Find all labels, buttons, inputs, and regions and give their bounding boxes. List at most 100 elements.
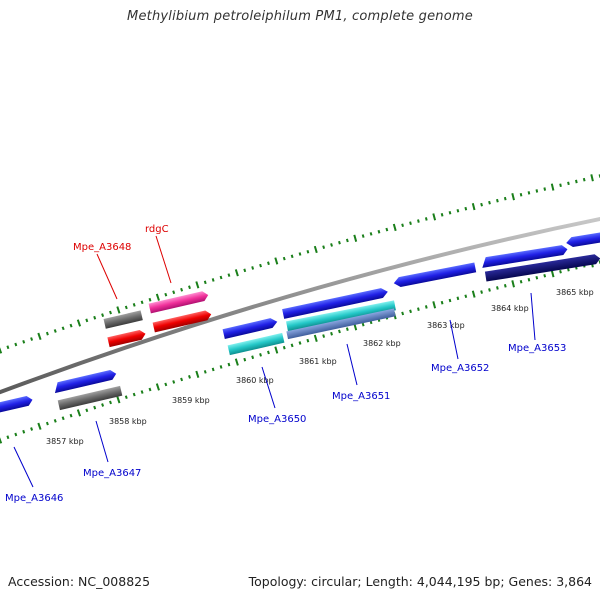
upper-tick-44: [345, 238, 349, 243]
lower-tick-6: [45, 421, 49, 426]
upper-tick-29: [227, 273, 231, 277]
gene-features: [0, 232, 600, 414]
lower-tick-37: [290, 343, 294, 348]
upper-tick-63: [496, 198, 499, 203]
lower-tick-21: [164, 382, 168, 387]
lower-tick-1: [6, 435, 10, 440]
lower-tick-11: [85, 408, 89, 413]
upper-tick-36: [282, 256, 286, 261]
upper-tick-58: [456, 208, 460, 213]
upper-tick-19: [148, 297, 152, 302]
lower-tick-59: [464, 294, 468, 299]
lower-tick-row: [0, 260, 600, 444]
lower-tick-52: [409, 309, 412, 314]
upper-tick-45: [353, 234, 358, 242]
gene-feature-blue-3653: [482, 245, 568, 268]
connector-Mpe_A3653: [530, 292, 536, 341]
lower-tick-65: [511, 280, 515, 288]
upper-tick-20: [155, 293, 160, 301]
lower-tick-27: [211, 367, 215, 372]
upper-tick-7: [53, 329, 57, 333]
upper-tick-0: [0, 347, 3, 354]
lower-tick-10: [76, 409, 82, 417]
gene-feature-blue-3647: [54, 370, 117, 394]
upper-tick-53: [417, 219, 420, 223]
gene-feature-blue-3652: [393, 262, 477, 287]
lower-tick-2: [14, 432, 18, 437]
upper-tick-18: [140, 300, 144, 305]
upper-tick-12: [93, 315, 97, 320]
connector-Mpe_A3648: [96, 253, 118, 300]
gene-feature-steel-3651: [286, 308, 396, 340]
lower-tick-19: [148, 387, 152, 392]
upper-tick-25: [195, 281, 200, 289]
upper-tick-39: [306, 249, 310, 254]
connector-Mpe_A3650: [261, 366, 276, 409]
lower-tick-14: [109, 400, 112, 405]
upper-tick-6: [45, 331, 49, 336]
lower-tick-4: [30, 427, 34, 431]
gene-label-Mpe_A3647[interactable]: Mpe_A3647: [83, 468, 141, 479]
lower-tick-42: [330, 331, 333, 336]
lower-tick-41: [322, 334, 326, 338]
accession-label: Accession: NC_008825: [8, 574, 151, 589]
lower-tick-25: [195, 370, 200, 378]
upper-tick-row: [0, 174, 600, 354]
upper-tick-64: [503, 196, 507, 201]
upper-tick-11: [85, 318, 89, 323]
gene-label-Mpe_A3648[interactable]: Mpe_A3648: [73, 242, 131, 253]
lower-tick-63: [496, 286, 499, 290]
scale-label-3857: 3857 kbp: [46, 437, 84, 446]
gene-feature-cyan-3651: [286, 300, 396, 332]
lower-tick-60: [471, 290, 476, 298]
lower-tick-29: [227, 362, 231, 367]
upper-tick-61: [480, 202, 483, 207]
gene-feature-cyan-3650: [227, 332, 285, 356]
gene-label-rdgC[interactable]: rdgC: [145, 224, 169, 235]
upper-tick-13: [101, 313, 105, 318]
lower-tick-38: [298, 341, 302, 345]
lower-tick-30: [234, 358, 239, 366]
genome-backbone: [0, 216, 600, 395]
gene-label-Mpe_A3651[interactable]: Mpe_A3651: [332, 391, 390, 402]
upper-tick-57: [448, 210, 452, 215]
upper-tick-15: [116, 306, 121, 314]
connector-Mpe_A3651: [346, 343, 358, 386]
upper-tick-49: [385, 227, 389, 232]
lower-tick-24: [188, 374, 191, 379]
gene-label-Mpe_A3646[interactable]: Mpe_A3646: [5, 493, 63, 504]
upper-tick-35: [274, 257, 279, 265]
gene-label-Mpe_A3652[interactable]: Mpe_A3652: [431, 363, 489, 374]
scale-label-3860: 3860 kbp: [236, 376, 274, 385]
upper-tick-42: [330, 243, 333, 247]
upper-tick-69: [543, 187, 547, 191]
lower-tick-68: [535, 275, 539, 280]
lower-tick-55: [432, 301, 437, 309]
gene-feature-blue-3651: [282, 288, 388, 319]
upper-tick-73: [575, 179, 578, 184]
upper-tick-46: [361, 234, 365, 238]
gene-feature-blue-3646: [0, 395, 33, 414]
upper-tick-60: [471, 203, 476, 211]
lower-tick-57: [448, 298, 452, 303]
lower-tick-58: [456, 296, 460, 301]
upper-tick-47: [369, 232, 373, 236]
lower-tick-46: [361, 322, 365, 327]
lower-tick-13: [101, 403, 105, 407]
lower-tick-71: [559, 269, 562, 274]
upper-tick-65: [511, 193, 515, 201]
upper-tick-52: [409, 221, 412, 225]
upper-tick-9: [69, 323, 73, 328]
upper-tick-75: [590, 174, 594, 182]
upper-tick-37: [290, 254, 294, 259]
lower-tick-70: [550, 270, 555, 278]
upper-tick-59: [464, 206, 468, 211]
gene-label-Mpe_A3653[interactable]: Mpe_A3653: [508, 343, 566, 354]
upper-tick-70: [550, 183, 555, 191]
scale-label-3858: 3858 kbp: [109, 417, 147, 426]
lower-tick-66: [519, 279, 523, 284]
lower-tick-44: [345, 327, 349, 331]
scale-label-3861: 3861 kbp: [299, 357, 337, 366]
lower-tick-32: [251, 355, 255, 360]
gene-label-Mpe_A3650[interactable]: Mpe_A3650: [248, 414, 306, 425]
